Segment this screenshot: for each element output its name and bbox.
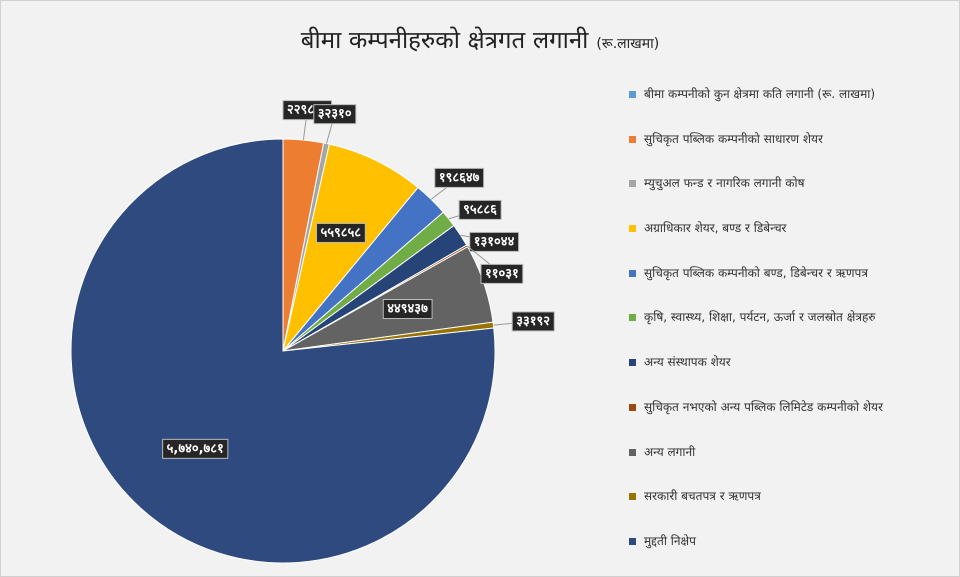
data-label: ४४९४३७ <box>387 302 428 317</box>
legend-item: म्युचुअल फन्ड र नागरिक लगानी कोष <box>629 174 949 193</box>
data-label: ५५९८५८ <box>321 225 362 240</box>
legend-swatch <box>629 135 636 143</box>
legend-item: बीमा कम्पनीको कुन क्षेत्रमा कति लगानी (र… <box>629 85 949 104</box>
data-label-box <box>458 199 502 220</box>
chart-subtitle: (रू.लाखमा) <box>596 36 660 52</box>
title-block: बीमा कम्पनीहरुको क्षेत्रगत लगानी (रू.लाखम… <box>1 23 959 56</box>
data-label: ३२३१० <box>318 107 352 122</box>
legend-item: कृषि, स्वास्थ्य, शिक्षा, पर्यटन, ऊर्जा र… <box>629 308 949 327</box>
legend-swatch <box>629 537 636 545</box>
data-label: ९५८८६ <box>463 202 497 217</box>
data-label-box <box>162 438 229 459</box>
legend-label: अन्य लगानी <box>644 444 696 459</box>
legend-swatch <box>629 91 636 98</box>
legend: बीमा कम्पनीको कुन क्षेत्रमा कति लगानी (र… <box>629 85 949 551</box>
legend-swatch <box>629 359 636 367</box>
legend-label: सुचिकृत पब्लिक कम्पनीको साधारण शेयर <box>644 131 823 146</box>
legend-swatch <box>629 314 636 322</box>
data-label: ५,७४०,७८१ <box>167 441 224 456</box>
legend-item: अग्राधिकार शेयर, बण्ड र डिबेन्चर <box>629 219 949 238</box>
legend-label: सरकारी बचतपत्र र ऋणपत्र <box>644 489 761 504</box>
legend-swatch <box>629 493 636 501</box>
legend-label: मुद्दती निक्षेप <box>644 533 696 548</box>
legend-swatch <box>629 403 636 411</box>
data-label: ३३१९२ <box>516 314 550 329</box>
legend-label: सुचिकृत पब्लिक कम्पनीको बण्ड, डिबेन्चर र… <box>644 265 868 280</box>
legend-swatch <box>629 225 636 233</box>
legend-item: सरकारी बचतपत्र र ऋणपत्र <box>629 487 949 506</box>
data-label-box <box>480 263 524 284</box>
data-label-box <box>434 167 485 188</box>
data-label: ११०३१ <box>485 266 519 281</box>
legend-label: बीमा कम्पनीको कुन क्षेत्रमा कति लगानी (र… <box>644 87 876 101</box>
legend-label: कृषि, स्वास्थ्य, शिक्षा, पर्यटन, ऊर्जा र… <box>644 310 876 325</box>
data-label: १३१०४४ <box>474 234 515 249</box>
chart-title: बीमा कम्पनीहरुको क्षेत्रगत लगानी <box>300 26 589 54</box>
data-label-box <box>469 231 520 252</box>
legend-label: सुचिकृत नभएको अन्य पब्लिक लिमिटेड कम्पनी… <box>644 399 883 414</box>
legend-item: मुद्दती निक्षेप <box>629 532 949 551</box>
data-label-box <box>382 299 433 320</box>
legend-swatch <box>629 448 636 456</box>
legend-item: सुचिकृत नभएको अन्य पब्लिक लिमिटेड कम्पनी… <box>629 398 949 417</box>
legend-item: सुचिकृत पब्लिक कम्पनीको बण्ड, डिबेन्चर र… <box>629 264 949 283</box>
legend-swatch <box>629 180 636 188</box>
data-label: १९८६४७ <box>439 170 480 185</box>
pie-slice <box>282 143 419 352</box>
legend-item: सुचिकृत पब्लिक कम्पनीको साधारण शेयर <box>629 130 949 149</box>
legend-swatch <box>629 269 636 277</box>
data-label-box <box>511 311 555 332</box>
data-label-box <box>316 222 366 243</box>
legend-label: अग्राधिकार शेयर, बण्ड र डिबेन्चर <box>644 221 787 236</box>
legend-label: म्युचुअल फन्ड र नागरिक लगानी कोष <box>644 176 805 191</box>
legend-item: अन्य लगानी <box>629 443 949 462</box>
data-label-box <box>313 104 357 125</box>
legend-label: अन्य संस्थापक शेयर <box>644 355 731 370</box>
legend-item: अन्य संस्थापक शेयर <box>629 353 949 372</box>
